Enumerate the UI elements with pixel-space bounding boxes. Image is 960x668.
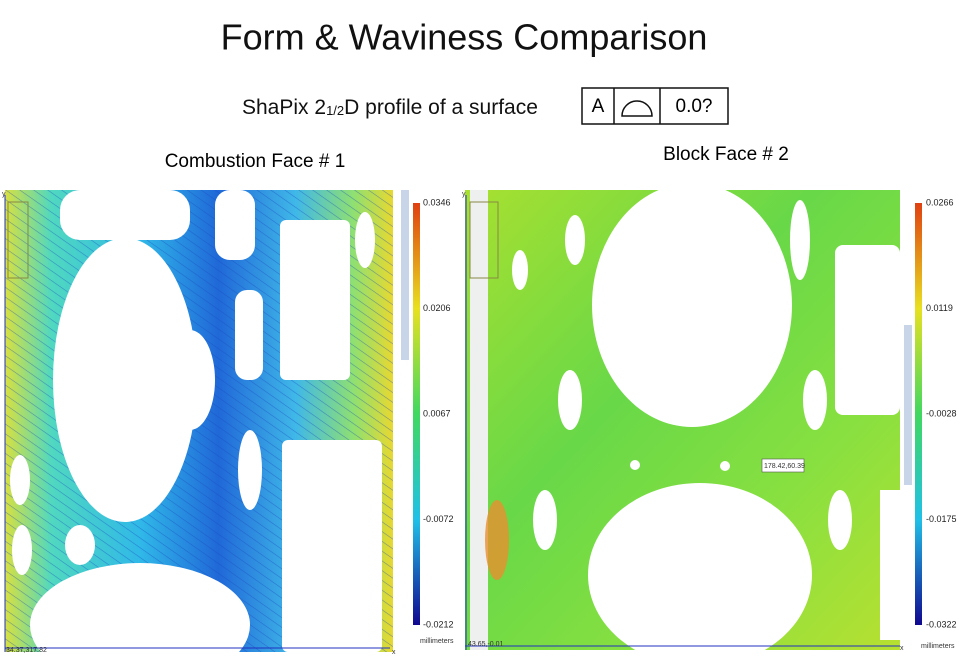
probe-coordinates: 178.42,60.39 <box>764 463 805 470</box>
colorbar-tick-label: -0.0175 <box>926 514 957 524</box>
colorbar-tick-label: 0.0067 <box>423 408 451 418</box>
coordinates: 43.65,-0.01 <box>468 641 504 648</box>
surface-map <box>4 190 393 668</box>
axis-label: y <box>462 191 466 198</box>
axis-label: y <box>2 191 6 198</box>
axis-label: x <box>392 649 396 656</box>
colorbar <box>413 203 420 625</box>
colorbar <box>915 203 922 625</box>
feature-frame: A 0.0? <box>581 87 729 125</box>
subtitle: ShaPix 21/2D profile of a surface <box>242 96 538 119</box>
panel-label: Combustion Face # 1 <box>165 151 346 172</box>
coordinates: 34.37,317.82 <box>6 647 47 654</box>
title: Form & Waviness Comparison <box>221 17 708 58</box>
axis-label: x <box>900 645 904 652</box>
surface-map <box>465 183 900 667</box>
colorbar-tick-label: 0.0206 <box>423 303 451 313</box>
colorbar-ticks: 0.0266 0.0119 -0.0028 -0.0175 -0.0322 <box>926 197 957 629</box>
colorbar-tick-label: 0.0119 <box>926 303 953 313</box>
unit: millimeters <box>420 638 454 645</box>
datum: A <box>592 96 605 117</box>
colorbar-ticks: 0.0346 0.0206 0.0067 -0.0072 -0.0212 <box>423 197 454 629</box>
colorbar-tick-label: -0.0028 <box>926 408 957 418</box>
colorbar-tick-label: -0.0072 <box>423 514 454 524</box>
colorbar-tick-label: 0.0346 <box>423 197 451 207</box>
unit: millimeters <box>921 643 955 650</box>
scrollbar <box>401 190 409 360</box>
scrollbar <box>904 325 912 485</box>
tolerance: 0.0? <box>676 96 713 117</box>
colorbar-tick-label: -0.0212 <box>423 619 454 629</box>
panel-label: Block Face # 2 <box>663 144 789 165</box>
colorbar-tick-label: 0.0266 <box>926 197 954 207</box>
colorbar-tick-label: -0.0322 <box>926 619 957 629</box>
